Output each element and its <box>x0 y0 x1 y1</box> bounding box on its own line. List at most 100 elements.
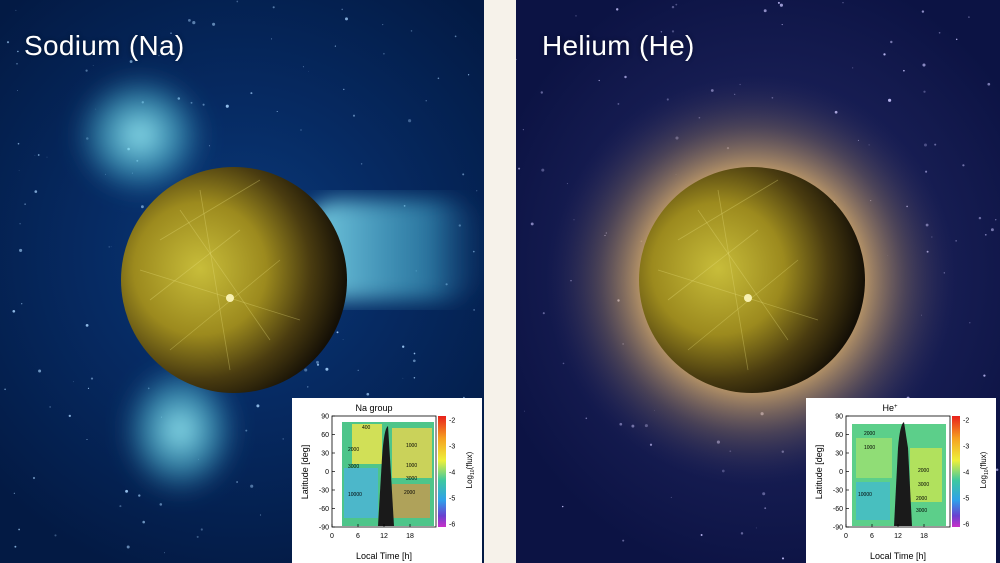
star <box>334 45 336 47</box>
star <box>924 143 927 147</box>
sodium-panel: Sodium (Na) Na group 400 2000 1000 3000 … <box>0 0 484 563</box>
star <box>159 503 163 506</box>
star <box>530 222 534 226</box>
star <box>15 9 17 11</box>
star <box>522 129 524 131</box>
star <box>888 98 892 102</box>
star <box>200 528 203 531</box>
star <box>138 494 141 497</box>
star <box>343 88 345 91</box>
star <box>49 406 51 408</box>
star <box>955 38 958 41</box>
star <box>890 40 893 44</box>
helium-inset-title: He+ <box>882 403 898 413</box>
sodium-inset-title: Na group <box>355 403 392 413</box>
star <box>360 163 363 165</box>
star <box>225 104 229 108</box>
star <box>85 69 88 72</box>
x-tick-label: 0 <box>844 533 848 540</box>
sodium-colorbar <box>438 416 446 527</box>
star <box>13 492 15 494</box>
star <box>259 514 262 516</box>
star <box>276 110 278 113</box>
star <box>345 17 348 21</box>
y-tick-label: 0 <box>839 469 843 476</box>
helium-contour-labels: 2000 1000 2000 3000 10000 2000 3000 <box>858 431 929 514</box>
star <box>6 41 10 44</box>
helium-inset-chart: He+ 2000 1000 2000 3000 10000 2000 3000 … <box>806 398 996 563</box>
star <box>37 154 40 156</box>
sodium-title: Sodium (Na) <box>24 30 185 61</box>
star <box>304 368 308 372</box>
star <box>561 505 564 508</box>
star <box>962 164 965 167</box>
star <box>740 532 744 535</box>
y-tick-label: 90 <box>835 414 843 421</box>
star <box>671 5 675 9</box>
y-tick-label: 60 <box>321 432 329 439</box>
star <box>923 90 926 93</box>
svg-text:2000: 2000 <box>348 447 359 453</box>
star <box>68 414 71 418</box>
star <box>86 439 88 440</box>
sodium-glow-north <box>70 70 210 200</box>
y-tick-label: -60 <box>833 506 843 513</box>
star <box>540 91 543 94</box>
helium-map-fill <box>852 422 946 526</box>
star <box>72 381 74 383</box>
star <box>922 63 926 67</box>
star <box>467 74 470 76</box>
star <box>12 309 16 313</box>
star <box>17 50 19 53</box>
star <box>92 65 94 66</box>
star <box>562 362 565 365</box>
star <box>164 552 166 554</box>
star <box>21 303 23 305</box>
x-tick-label: 6 <box>356 533 360 540</box>
star <box>236 481 239 483</box>
star <box>300 129 302 131</box>
star <box>473 309 475 311</box>
svg-text:10000: 10000 <box>858 492 872 498</box>
star <box>541 168 545 172</box>
star <box>995 468 999 472</box>
star <box>19 222 21 225</box>
star <box>272 6 275 9</box>
star <box>325 367 329 371</box>
star <box>24 203 26 205</box>
star <box>598 79 600 82</box>
star <box>302 66 304 68</box>
star <box>934 143 937 146</box>
star <box>777 1 780 4</box>
y-tick-label: -30 <box>319 488 329 495</box>
star <box>307 386 309 388</box>
star <box>4 388 6 391</box>
star <box>196 535 199 538</box>
x-tick-label: 12 <box>380 533 388 540</box>
svg-text:2000: 2000 <box>864 431 875 437</box>
helium-colorbar-ticks: -2 -3 -4 -5 -6 <box>963 418 969 529</box>
star <box>170 32 172 35</box>
star <box>983 374 986 377</box>
star <box>46 156 48 158</box>
star <box>615 8 619 11</box>
star <box>622 539 625 542</box>
star <box>352 114 356 117</box>
star <box>408 119 412 123</box>
star <box>402 377 404 379</box>
sodium-yticks: 90 60 30 0 -30 -60 -90 <box>319 414 335 532</box>
star <box>383 52 385 55</box>
star <box>987 82 991 86</box>
star <box>476 190 478 192</box>
mercury-planet-right <box>639 167 865 393</box>
svg-text:2000: 2000 <box>916 496 927 502</box>
svg-text:3000: 3000 <box>348 464 359 470</box>
star <box>108 246 110 248</box>
star <box>990 228 994 232</box>
star <box>523 410 525 412</box>
star <box>308 71 309 72</box>
colorbar-tick-label: -6 <box>449 522 455 529</box>
sodium-glow-south <box>118 360 242 500</box>
y-tick-label: -90 <box>319 525 329 532</box>
star <box>32 476 36 480</box>
